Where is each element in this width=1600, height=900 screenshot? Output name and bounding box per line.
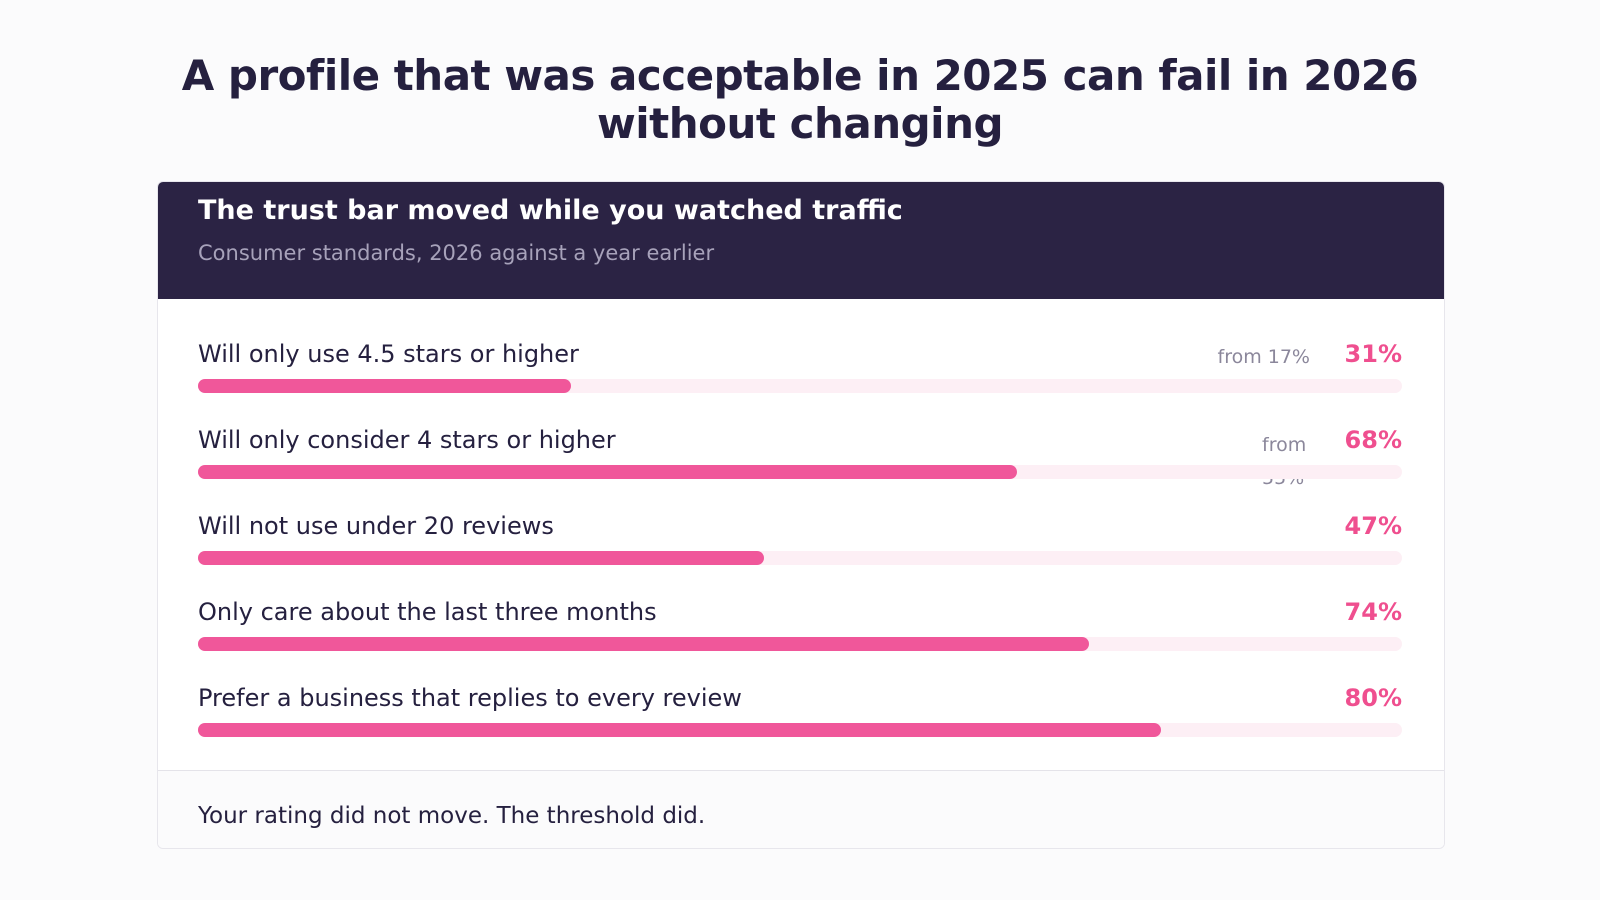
bar-fill [198, 379, 571, 393]
bar-value-label: 47% [1344, 512, 1402, 540]
bar-label: Only care about the last three months [198, 598, 657, 626]
bar-track [198, 551, 1402, 565]
bar-value-label: 68% [1344, 426, 1402, 454]
bar-track [198, 465, 1402, 479]
trust-bar-card: The trust bar moved while you watched tr… [157, 181, 1445, 849]
bar-row: Only care about the last three months 74% [198, 587, 1402, 657]
card-header: The trust bar moved while you watched tr… [158, 182, 1444, 299]
bar-row: Will only consider 4 stars or higher from… [198, 415, 1402, 489]
card-title: The trust bar moved while you watched tr… [198, 195, 903, 226]
bar-track [198, 637, 1402, 651]
bar-label: Will not use under 20 reviews [198, 512, 554, 540]
card-subtitle: Consumer standards, 2026 against a year … [198, 241, 715, 265]
bar-label: Prefer a business that replies to every … [198, 684, 742, 712]
previous-value-label: from 55% [1262, 434, 1307, 489]
bar-fill [198, 551, 764, 565]
bar-track [198, 379, 1402, 393]
bar-label: Will only use 4.5 stars or higher [198, 340, 579, 368]
bar-row: Will not use under 20 reviews 47% [198, 501, 1402, 571]
bar-label: Will only consider 4 stars or higher [198, 426, 616, 454]
bar-fill [198, 465, 1017, 479]
bar-fill [198, 723, 1161, 737]
bar-value-label: 31% [1344, 340, 1402, 368]
previous-value-label: from 17% [1217, 346, 1311, 368]
bar-value-label: 80% [1344, 684, 1402, 712]
bar-row: Will only use 4.5 stars or higher from 17… [198, 329, 1402, 399]
card-footer: Your rating did not move. The threshold … [158, 770, 1444, 848]
bar-fill [198, 637, 1089, 651]
bar-value-label: 74% [1344, 598, 1402, 626]
bar-row: Prefer a business that replies to every … [198, 673, 1402, 743]
page-title: A profile that was acceptable in 2025 ca… [181, 51, 1419, 148]
bar-track [198, 723, 1402, 737]
bar-chart: Will only use 4.5 stars or higher from 17… [158, 299, 1444, 769]
